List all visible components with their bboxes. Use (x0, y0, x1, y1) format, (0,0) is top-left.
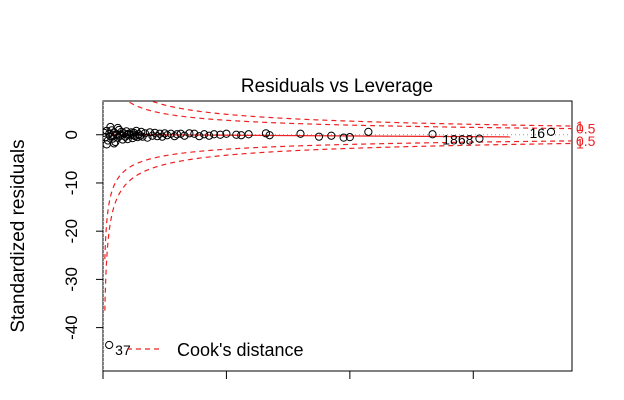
labeled-data-point (475, 134, 484, 143)
point-label: 16 (529, 125, 545, 141)
data-point (244, 130, 253, 139)
data-point (118, 135, 127, 144)
smoother-line (112, 133, 511, 138)
data-point (148, 131, 157, 140)
cooks-contour-lower-0-5 (104, 140, 572, 260)
labeled-data-point (105, 340, 114, 350)
data-point (190, 129, 199, 138)
data-point (180, 131, 189, 140)
cooks-contour-upper-0-5 (126, 101, 572, 130)
data-point (339, 133, 348, 142)
y-tick-label: -20 (62, 219, 81, 244)
data-point (327, 131, 336, 140)
cooks-contour-label: 1 (576, 118, 584, 134)
cooks-contour-label: 1 (576, 135, 584, 151)
legend-label: Cook's distance (177, 340, 304, 360)
point-label: 37 (115, 342, 131, 358)
data-point (428, 130, 437, 139)
data-point (314, 132, 324, 141)
cooks-contour-upper-1 (149, 101, 572, 127)
data-point (113, 123, 122, 133)
data-point (153, 132, 162, 141)
data-point (200, 130, 209, 139)
plot-frame (102, 100, 573, 372)
y-tick-label: -10 (62, 171, 81, 196)
data-point (111, 137, 120, 147)
chart-title: Residuals vs Leverage (241, 76, 433, 97)
data-point (129, 130, 138, 139)
point-label: 1868 (442, 132, 473, 148)
data-point (364, 127, 373, 136)
data-point (195, 132, 204, 141)
data-point (265, 131, 274, 140)
cooks-contour-lower-1 (104, 142, 572, 311)
data-point (185, 129, 194, 138)
y-axis-label: Standardized residuals (8, 139, 29, 332)
data-point (137, 127, 146, 136)
data-point (296, 129, 305, 138)
cooks-contour-label: 0.5 (576, 121, 596, 137)
data-point (232, 130, 241, 139)
legend: Cook's distance (127, 340, 304, 360)
data-point (117, 130, 126, 139)
data-point (103, 128, 109, 137)
data-point (123, 130, 132, 139)
data-point (209, 130, 219, 139)
data-point (345, 133, 354, 142)
data-point (110, 139, 119, 148)
data-point (140, 129, 150, 138)
data-point (108, 130, 117, 139)
data-point (222, 129, 231, 138)
data-point (205, 131, 214, 140)
y-tick-label: -40 (62, 315, 81, 340)
data-point (216, 130, 225, 139)
labeled-data-point (546, 127, 556, 136)
data-point (160, 129, 169, 138)
y-tick-label: 0 (62, 130, 81, 139)
data-point (143, 133, 152, 142)
y-tick-label: -30 (62, 267, 81, 292)
cooks-contour-label: 0.5 (576, 133, 596, 149)
